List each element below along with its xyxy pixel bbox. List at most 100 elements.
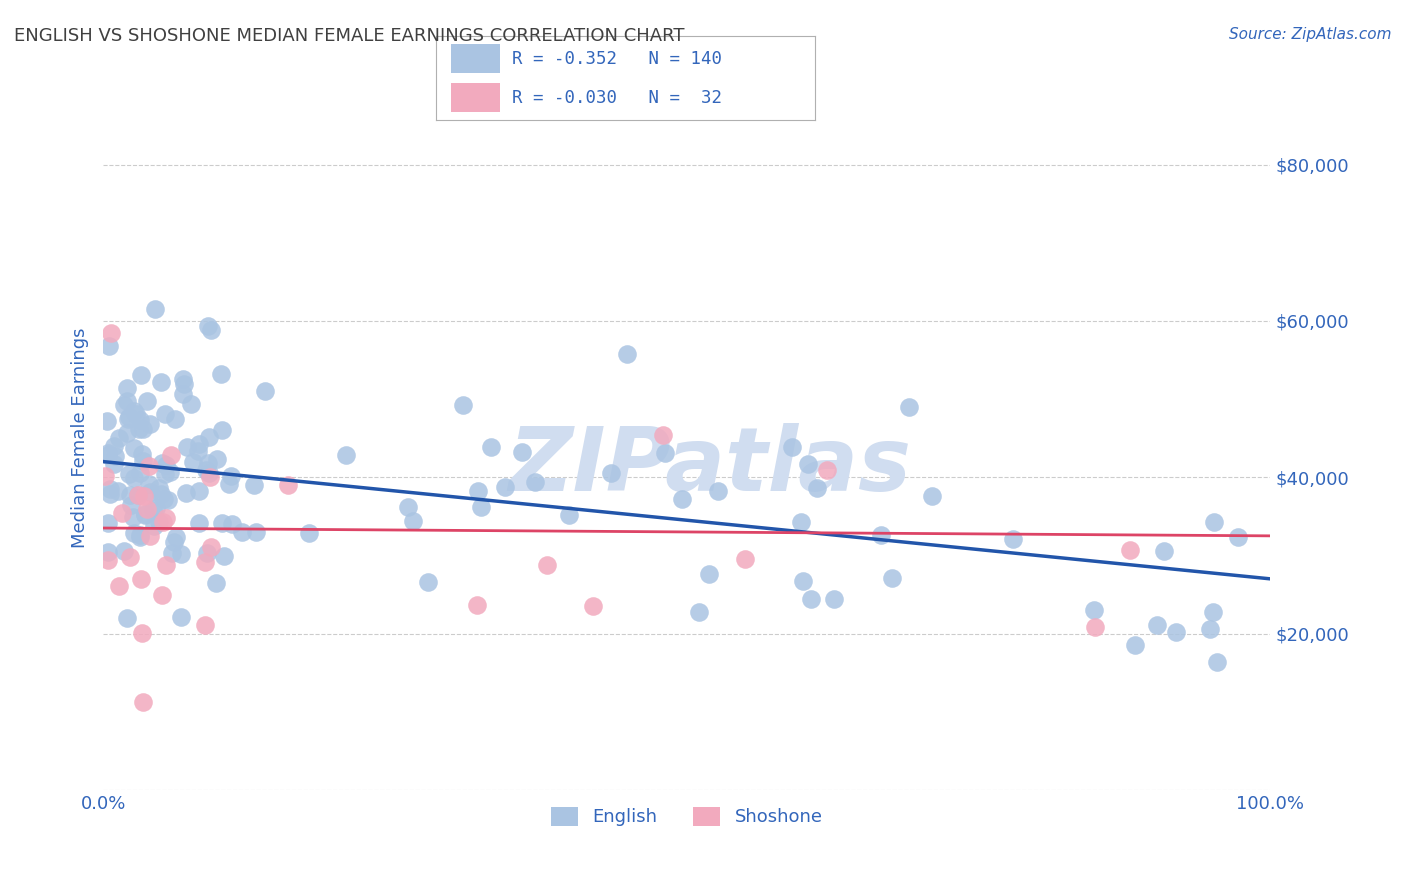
Point [200,323,222,337]
Point [134,508,156,522]
Point [187,484,209,499]
Point [94,468,117,483]
Point [142,503,165,517]
Point [654,445,676,459]
Point [652,428,675,442]
Point [129,527,152,541]
Point [231,525,253,540]
Point [122,404,145,418]
Point [187,444,209,458]
Point [132,489,155,503]
Point [139,417,162,432]
Point [117,412,139,426]
Point [143,301,166,316]
Point [129,368,152,382]
Point [188,437,211,451]
Point [142,518,165,533]
Point [402,514,425,528]
Point [153,467,176,482]
Point [98,486,121,500]
Point [211,516,233,531]
Text: R = -0.030   N =  32: R = -0.030 N = 32 [512,88,721,106]
Point [451,398,474,412]
Point [115,425,138,440]
Point [197,319,219,334]
Point [160,546,183,560]
Point [298,525,321,540]
Text: ZIPatlas: ZIPatlas [509,423,911,510]
Point [122,526,145,541]
Point [181,455,204,469]
Point [200,470,222,484]
Point [1227,530,1250,544]
Point [170,610,193,624]
Point [97,553,120,567]
Point [792,574,814,588]
Point [153,407,176,421]
Point [194,555,217,569]
Point [1084,619,1107,633]
Point [150,588,173,602]
Point [132,695,155,709]
Point [465,599,488,613]
Point [221,516,243,531]
Point [335,448,357,462]
Point [124,441,146,455]
Point [127,488,149,502]
Point [118,409,141,424]
Point [135,502,157,516]
Point [254,384,277,398]
Point [124,407,146,421]
Point [128,422,150,436]
Point [129,412,152,426]
Point [1001,533,1024,547]
Point [132,454,155,468]
Point [536,558,558,572]
Point [157,492,180,507]
Point [494,480,516,494]
Point [139,485,162,500]
Point [523,475,546,489]
Point [148,515,170,529]
Point [510,444,533,458]
Point [118,467,141,481]
Point [98,482,121,496]
Point [152,516,174,530]
Point [134,507,156,521]
Point [120,488,142,502]
Point [115,381,138,395]
Point [170,548,193,562]
Point [131,626,153,640]
Point [671,492,693,507]
Point [176,440,198,454]
Point [209,367,232,381]
Point [155,558,177,573]
Point [211,423,233,437]
Point [880,571,903,585]
Legend: English, Shoshone: English, Shoshone [543,800,830,834]
Point [139,529,162,543]
Point [107,484,129,499]
Point [135,394,157,409]
Point [138,458,160,473]
Point [129,466,152,480]
Point [214,549,236,564]
Point [1123,639,1146,653]
FancyBboxPatch shape [451,83,501,112]
Point [782,440,804,454]
Point [1202,605,1225,619]
FancyBboxPatch shape [451,44,501,73]
Point [204,575,226,590]
Point [97,544,120,558]
Point [117,611,139,625]
Point [470,500,492,514]
Point [121,510,143,524]
Point [869,527,891,541]
Point [155,510,177,524]
Point [163,535,186,549]
Point [145,501,167,516]
Point [800,592,823,607]
Point [218,477,240,491]
Point [197,546,219,560]
Point [112,543,135,558]
